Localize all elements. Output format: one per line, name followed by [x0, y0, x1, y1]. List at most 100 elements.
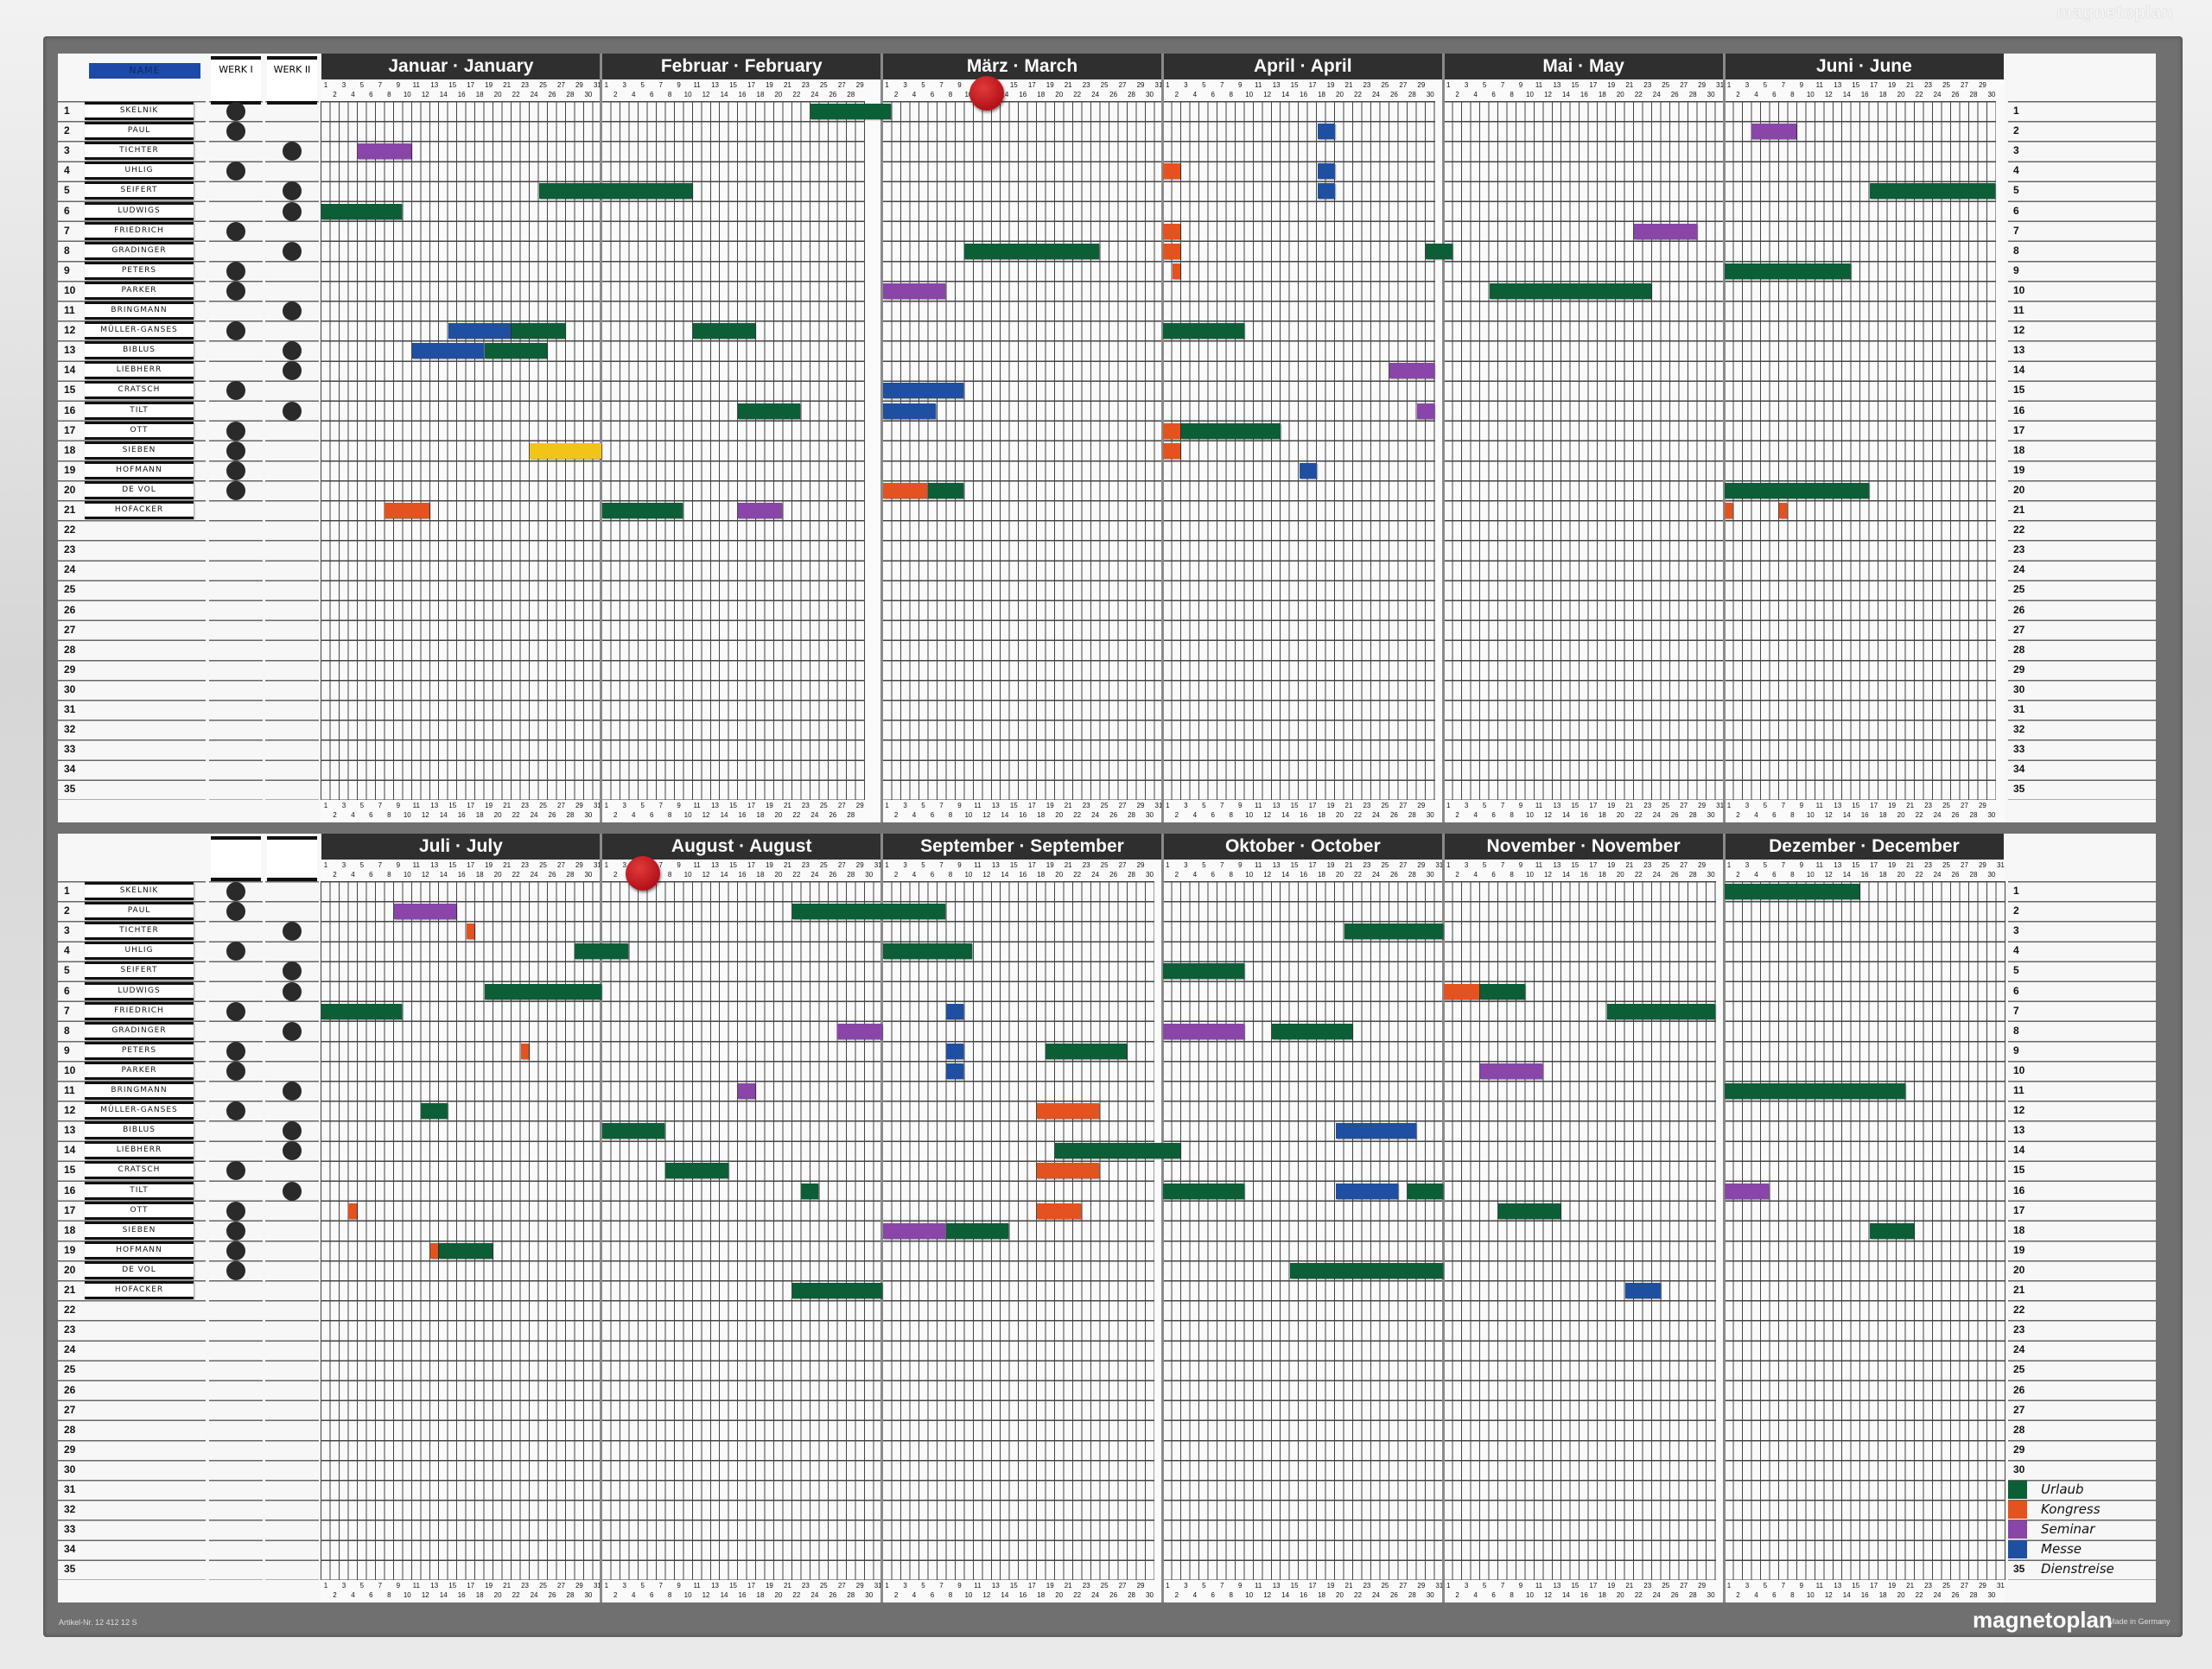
werk-2-dot-magnet[interactable] — [283, 961, 302, 981]
name-magnet[interactable]: Sieben — [85, 441, 194, 460]
werk-2-dot-magnet[interactable] — [283, 142, 302, 162]
bar-magnet-kongress[interactable] — [882, 482, 927, 498]
name-magnet[interactable]: Seifert — [85, 181, 194, 200]
bar-magnet-seminar[interactable] — [882, 1222, 945, 1239]
bar-magnet-messe[interactable] — [1317, 124, 1335, 140]
werk-1-dot-magnet[interactable] — [226, 1260, 245, 1280]
name-magnet[interactable]: Hofacker — [85, 501, 194, 519]
today-marker-magnet[interactable] — [969, 76, 1004, 111]
name-magnet[interactable]: Biblus — [85, 1121, 194, 1140]
werk-1-dot-magnet[interactable] — [226, 1161, 245, 1181]
name-magnet[interactable]: Bringmann — [85, 301, 194, 320]
bar-magnet-seminar[interactable] — [882, 282, 945, 299]
bar-magnet-urlaub[interactable] — [512, 323, 565, 340]
bar-magnet-urlaub[interactable] — [1725, 1083, 1905, 1099]
bar-magnet-kongress[interactable] — [348, 1203, 357, 1219]
bar-magnet-urlaub[interactable] — [963, 243, 1100, 259]
bar-magnet-kongress[interactable] — [385, 503, 429, 518]
bar-magnet-messe[interactable] — [1335, 1123, 1416, 1139]
name-magnet[interactable]: Bringmann — [85, 1082, 194, 1100]
werk-1-dot-magnet[interactable] — [226, 882, 245, 901]
name-magnet[interactable]: Ott — [85, 421, 194, 440]
name-magnet[interactable]: Ott — [85, 1201, 194, 1220]
name-magnet[interactable]: De Vol — [85, 1260, 194, 1279]
bar-magnet-seminar[interactable] — [1163, 1023, 1244, 1039]
werk-2-dot-magnet[interactable] — [283, 981, 302, 1001]
name-magnet[interactable]: Paul — [85, 902, 194, 921]
name-magnet[interactable]: Parker — [85, 1061, 194, 1080]
bar-magnet-messe[interactable] — [945, 1063, 963, 1079]
werk-1-dot-magnet[interactable] — [226, 281, 245, 301]
bar-magnet-kongress[interactable] — [1444, 983, 1480, 999]
name-magnet[interactable]: Uhlig — [85, 162, 194, 181]
bar-magnet-urlaub[interactable] — [421, 1103, 448, 1120]
werk-1-dot-magnet[interactable] — [226, 1241, 245, 1260]
name-magnet[interactable]: Peters — [85, 1041, 194, 1060]
bar-magnet-seminar[interactable] — [1480, 1063, 1543, 1079]
bar-magnet-messe[interactable] — [1335, 1183, 1398, 1199]
werk-2-dot-magnet[interactable] — [283, 1121, 302, 1141]
name-magnet[interactable]: De Vol — [85, 480, 194, 499]
bar-magnet-urlaub[interactable] — [692, 323, 755, 340]
bar-magnet-urlaub[interactable] — [928, 482, 963, 498]
name-magnet[interactable]: Liebherr — [85, 1141, 194, 1160]
bar-magnet-messe[interactable] — [882, 403, 937, 419]
werk-2-dot-magnet[interactable] — [283, 1141, 302, 1161]
werk-2-dot-magnet[interactable] — [283, 922, 302, 942]
werk-2-dot-magnet[interactable] — [283, 301, 302, 320]
bar-magnet-urlaub[interactable] — [601, 503, 683, 518]
name-magnet[interactable]: Parker — [85, 281, 194, 300]
bar-magnet-urlaub[interactable] — [575, 943, 629, 960]
bar-magnet-urlaub[interactable] — [1869, 1222, 1915, 1239]
name-magnet[interactable]: Liebherr — [85, 361, 194, 380]
name-magnet[interactable]: Biblus — [85, 341, 194, 360]
bar-magnet-urlaub[interactable] — [1290, 1262, 1444, 1279]
bar-magnet-urlaub[interactable] — [1725, 482, 1869, 498]
werk-1-dot-magnet[interactable] — [226, 1061, 245, 1081]
bar-magnet-urlaub[interactable] — [1163, 963, 1244, 980]
name-magnet[interactable]: Müller-Ganses — [85, 1101, 194, 1120]
bar-magnet-urlaub[interactable] — [538, 183, 692, 200]
bar-magnet-messe[interactable] — [411, 343, 484, 359]
bar-magnet-seminar[interactable] — [357, 143, 411, 160]
werk-2-dot-magnet[interactable] — [283, 201, 302, 221]
werk-1-dot-magnet[interactable] — [226, 1101, 245, 1121]
werk-1-dot-magnet[interactable] — [226, 421, 245, 441]
bar-magnet-urlaub[interactable] — [738, 403, 801, 419]
bar-magnet-urlaub[interactable] — [484, 983, 601, 999]
name-magnet[interactable]: Hofmann — [85, 460, 194, 479]
werk-2-dot-magnet[interactable] — [283, 1082, 302, 1101]
name-magnet[interactable]: Hofmann — [85, 1241, 194, 1260]
name-magnet[interactable]: Cratsch — [85, 1161, 194, 1180]
werk-2-dot-magnet[interactable] — [283, 401, 302, 421]
werk-2-dot-magnet[interactable] — [283, 341, 302, 361]
bar-magnet-kongress[interactable] — [1036, 1203, 1082, 1219]
bar-magnet-kongress[interactable] — [520, 1043, 530, 1059]
werk-1-dot-magnet[interactable] — [226, 902, 245, 922]
name-magnet[interactable]: Skelnik — [85, 102, 194, 120]
bar-magnet-urlaub[interactable] — [1606, 1003, 1715, 1019]
bar-magnet-urlaub[interactable] — [945, 1222, 1009, 1239]
bar-magnet-yellow[interactable] — [530, 442, 601, 459]
today-marker-magnet[interactable] — [625, 856, 660, 891]
bar-magnet-urlaub[interactable] — [1272, 1023, 1353, 1039]
bar-magnet-urlaub[interactable] — [1163, 1183, 1244, 1199]
name-magnet[interactable]: Tichter — [85, 142, 194, 161]
bar-magnet-urlaub[interactable] — [1869, 183, 1996, 200]
bar-magnet-seminar[interactable] — [738, 1083, 755, 1099]
werk-1-dot-magnet[interactable] — [226, 381, 245, 401]
bar-magnet-urlaub[interactable] — [601, 1123, 665, 1139]
werk-1-dot-magnet[interactable] — [226, 221, 245, 241]
bar-magnet-messe[interactable] — [945, 1003, 963, 1019]
bar-magnet-urlaub[interactable] — [1426, 243, 1452, 259]
bar-magnet-urlaub[interactable] — [1498, 1203, 1561, 1219]
werk-2-dot-magnet[interactable] — [283, 1021, 302, 1041]
bar-magnet-seminar[interactable] — [393, 904, 457, 920]
werk-2-dot-magnet[interactable] — [283, 361, 302, 381]
bar-magnet-seminar[interactable] — [837, 1023, 882, 1039]
bar-magnet-messe[interactable] — [1317, 183, 1335, 200]
bar-magnet-urlaub[interactable] — [1725, 263, 1851, 279]
name-magnet[interactable]: Tilt — [85, 1181, 194, 1200]
bar-magnet-messe[interactable] — [1317, 163, 1335, 180]
werk-2-dot-magnet[interactable] — [283, 241, 302, 261]
